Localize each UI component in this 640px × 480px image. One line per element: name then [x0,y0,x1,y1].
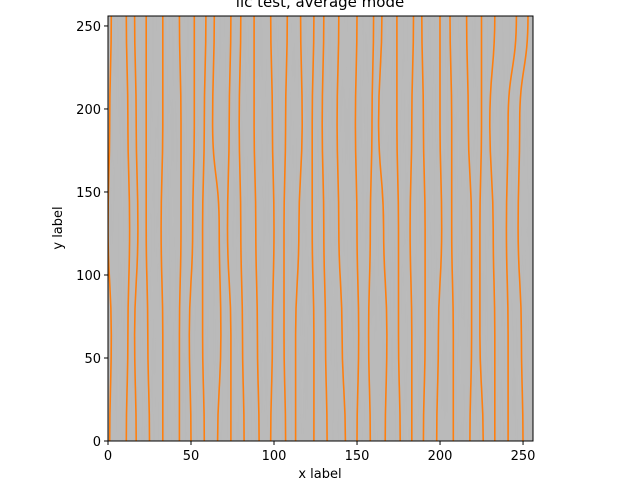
y-tick-label: 250 [76,20,101,35]
x-tick-label: 150 [345,449,370,464]
y-tick-label: 150 [76,186,101,201]
x-tick-label: 200 [428,449,453,464]
x-axis: 0 50 100 150 200 250 [104,441,536,464]
streamline-9 [211,16,222,441]
streamline-22 [396,16,401,441]
x-axis-label: x label [298,467,341,480]
streamline-29 [488,16,496,441]
chart-title: lic test, average mode [236,0,404,11]
streamline-17 [321,16,328,441]
y-tick-label: 0 [93,435,101,450]
streamline-14 [283,16,289,441]
streamline-3 [133,16,139,441]
y-tick-label: 200 [76,103,101,118]
streamline-21 [377,16,388,441]
streamline-19 [354,16,360,441]
streamline-27 [465,16,473,441]
streamline-1 [108,16,113,441]
streamline-30 [505,16,518,441]
streamline-11 [238,16,245,441]
streamline-5 [160,16,164,441]
y-axis-label: y label [51,206,66,249]
streamline-26 [449,16,455,441]
streamline-20 [367,16,375,441]
streamline-28 [479,16,484,441]
y-tick-label: 100 [76,269,101,284]
streamline-8 [201,16,207,441]
streamline-13 [269,16,275,441]
streamline-4 [145,16,151,441]
streamline-31 [517,16,529,441]
streamline-7 [188,16,196,441]
streamline-15 [294,16,304,441]
streamlines [108,16,529,441]
streamline-10 [226,16,232,441]
x-tick-label: 0 [104,449,112,464]
streamline-25 [435,16,443,441]
x-tick-label: 100 [262,449,287,464]
x-tick-label: 250 [511,449,536,464]
y-axis: 0 50 100 150 200 250 [76,20,108,450]
streamline-24 [421,16,426,441]
streamline-6 [178,16,182,441]
y-tick-label: 50 [84,352,101,367]
streamline-2 [125,16,131,441]
streamline-16 [311,16,315,441]
x-tick-label: 50 [183,449,200,464]
streamline-23 [409,16,415,441]
plot-area [108,16,533,441]
lic-texture [108,16,533,441]
plot-frame [107,15,534,442]
streamline-12 [253,16,260,441]
streamline-18 [336,16,347,441]
